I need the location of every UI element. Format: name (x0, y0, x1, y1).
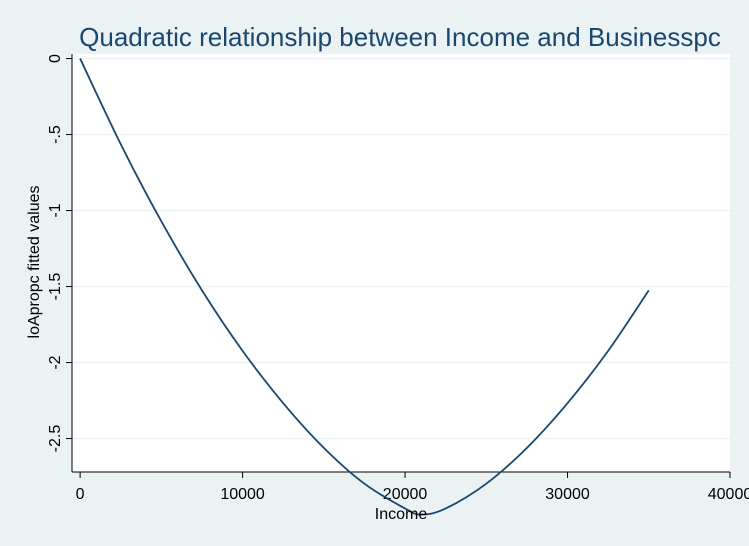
series-line-0 (79, 58, 650, 516)
x-tick-label-4: 40000 (708, 486, 749, 503)
x-tick-label-3: 30000 (545, 486, 590, 503)
y-tick-label-1: -.5 (47, 125, 64, 144)
plot-area (72, 54, 730, 472)
x-axis-label: Income (375, 506, 428, 523)
axes: 0 -.5 -1 -1.5 -2 -2.5 0 10000 20000 30000 40000 (47, 54, 749, 503)
y-tick-label-2: -1 (47, 203, 64, 217)
grid-lines (72, 57, 730, 440)
x-tick-label-1: 10000 (220, 486, 265, 503)
x-tick-label-2: 20000 (383, 486, 428, 503)
y-tick-label-3: -1.5 (47, 273, 64, 301)
y-tick-label-0: 0 (47, 54, 64, 63)
x-tick-label-0: 0 (76, 486, 85, 503)
y-tick-label-5: -2.5 (47, 425, 64, 453)
y-tick-label-4: -2 (47, 355, 64, 369)
y-axis-label: loApropc fitted values (26, 186, 43, 339)
series-layer (79, 58, 650, 516)
chart-title: Quadratic relationship between Income an… (79, 22, 721, 52)
